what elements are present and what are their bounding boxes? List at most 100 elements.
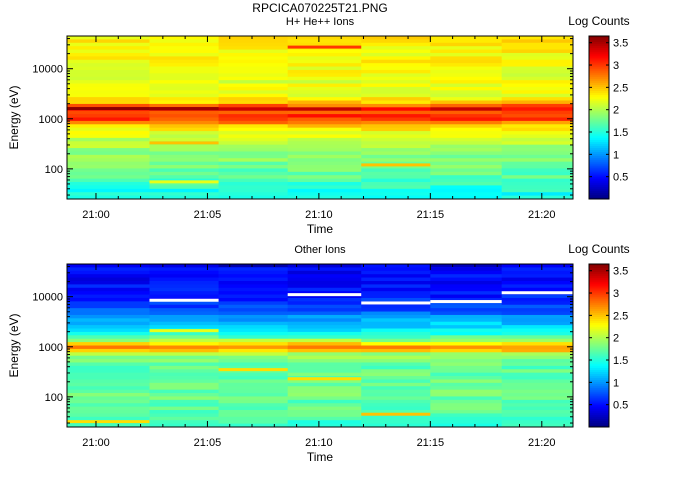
heatmap-cell bbox=[67, 335, 150, 340]
heatmap-cell bbox=[501, 274, 574, 278]
heatmap-cell bbox=[218, 345, 289, 350]
colorbar-step bbox=[589, 95, 609, 98]
heatmap-cell bbox=[287, 372, 362, 377]
heatmap-cell bbox=[149, 188, 219, 193]
heatmap-cell bbox=[501, 42, 574, 47]
colorbar-step bbox=[589, 103, 609, 106]
colorbar-step bbox=[589, 46, 609, 49]
heatmap-cell bbox=[67, 103, 150, 108]
heatmap-cell bbox=[430, 359, 503, 363]
colorbar-step bbox=[589, 308, 609, 312]
colorbar-step bbox=[589, 44, 609, 47]
heatmap-cell bbox=[218, 49, 289, 54]
heatmap-cell bbox=[218, 42, 289, 47]
heatmap-cell bbox=[67, 158, 150, 163]
heatmap-cell bbox=[430, 396, 503, 401]
colorbar-step bbox=[589, 270, 609, 273]
heatmap-cell bbox=[361, 80, 431, 84]
x-axis-label: Time bbox=[307, 222, 334, 236]
heatmap-cell bbox=[501, 86, 574, 91]
heatmap-cell bbox=[218, 382, 289, 387]
heatmap-cell bbox=[149, 359, 219, 363]
colorbar-step bbox=[589, 264, 609, 267]
heatmap-cell bbox=[149, 52, 219, 57]
colorbar-step bbox=[589, 84, 609, 88]
heatmap-cell bbox=[430, 386, 503, 391]
heatmap-cell bbox=[149, 158, 219, 163]
heatmap-cell bbox=[218, 144, 289, 149]
heatmap-cell bbox=[67, 338, 150, 343]
heatmap-cell bbox=[361, 137, 431, 142]
heatmap-cell bbox=[149, 423, 219, 428]
colorbar-step bbox=[589, 186, 609, 190]
heatmap-cell bbox=[218, 284, 289, 289]
colorbar-step bbox=[589, 38, 609, 41]
colorbar-step bbox=[589, 341, 609, 344]
colorbar-step bbox=[589, 131, 609, 135]
heatmap-cell bbox=[501, 117, 574, 122]
heatmap-cell bbox=[501, 134, 574, 139]
y-tick-label: 1000 bbox=[39, 342, 63, 354]
heatmap-cell bbox=[430, 416, 503, 421]
heatmap-cell bbox=[149, 379, 219, 384]
colorbar-step bbox=[589, 319, 609, 322]
heatmap-cell bbox=[287, 321, 362, 326]
heatmap-cell bbox=[501, 379, 574, 384]
heatmap-cell bbox=[361, 287, 431, 292]
colorbar-step bbox=[589, 290, 609, 294]
colorbar-step bbox=[589, 127, 609, 131]
heatmap-cell bbox=[149, 311, 219, 316]
heatmap-cell bbox=[430, 345, 503, 350]
heatmap-cell bbox=[218, 304, 289, 309]
colorbar-step bbox=[589, 150, 609, 153]
colorbar-step bbox=[589, 36, 609, 39]
y-tick-label: 100 bbox=[45, 392, 63, 404]
colorbar-step bbox=[589, 178, 609, 182]
heatmap-cell bbox=[430, 120, 503, 125]
heatmap-cell bbox=[501, 399, 574, 404]
heatmap-cell bbox=[430, 69, 503, 74]
heatmap-cell bbox=[361, 195, 431, 200]
heatmap-cell bbox=[287, 178, 362, 183]
heatmap-cell bbox=[149, 304, 219, 309]
heatmap-cell bbox=[149, 63, 219, 67]
heatmap-cell bbox=[67, 382, 150, 387]
heatmap-cell bbox=[361, 151, 431, 156]
heatmap-cell bbox=[149, 83, 219, 88]
heatmap-cell bbox=[501, 141, 574, 146]
heatmap-cell bbox=[430, 188, 503, 193]
heatmap-cell bbox=[67, 63, 150, 67]
heatmap-cell bbox=[218, 318, 289, 323]
heatmap-highlight bbox=[149, 180, 219, 184]
heatmap-cell bbox=[501, 348, 574, 353]
heatmap-cell bbox=[430, 362, 503, 367]
heatmap-cell bbox=[361, 103, 431, 108]
heatmap-cell bbox=[430, 270, 503, 275]
heatmap-highlight bbox=[287, 377, 362, 381]
colorbar-tick-label: 0.5 bbox=[613, 400, 628, 412]
heatmap-cell bbox=[67, 274, 150, 278]
heatmap-cell bbox=[430, 83, 503, 88]
heatmap-cell bbox=[361, 423, 431, 428]
heatmap-cell bbox=[67, 355, 150, 360]
heatmap-cell bbox=[287, 314, 362, 319]
heatmap-cell bbox=[430, 328, 503, 333]
heatmap-cell bbox=[218, 90, 289, 95]
heatmap-cell bbox=[501, 178, 574, 183]
heatmap-cell bbox=[287, 171, 362, 176]
heatmap-cell bbox=[430, 308, 503, 312]
heatmap-cell bbox=[218, 80, 289, 84]
heatmap-cell bbox=[501, 403, 574, 408]
heatmap-cell bbox=[218, 369, 289, 374]
heatmap-cell bbox=[361, 331, 431, 336]
heatmap-cell bbox=[501, 90, 574, 95]
heatmap-cell bbox=[361, 284, 431, 289]
y-tick-label: 10000 bbox=[32, 292, 63, 304]
heatmap-cell bbox=[287, 73, 362, 78]
colorbar-step bbox=[589, 314, 609, 318]
heatmap-gap bbox=[430, 300, 502, 304]
heatmap-cell bbox=[67, 188, 150, 193]
colorbar-tick-label: 1.5 bbox=[613, 355, 628, 367]
heatmap-cell bbox=[361, 291, 431, 295]
colorbar-step bbox=[589, 52, 609, 55]
